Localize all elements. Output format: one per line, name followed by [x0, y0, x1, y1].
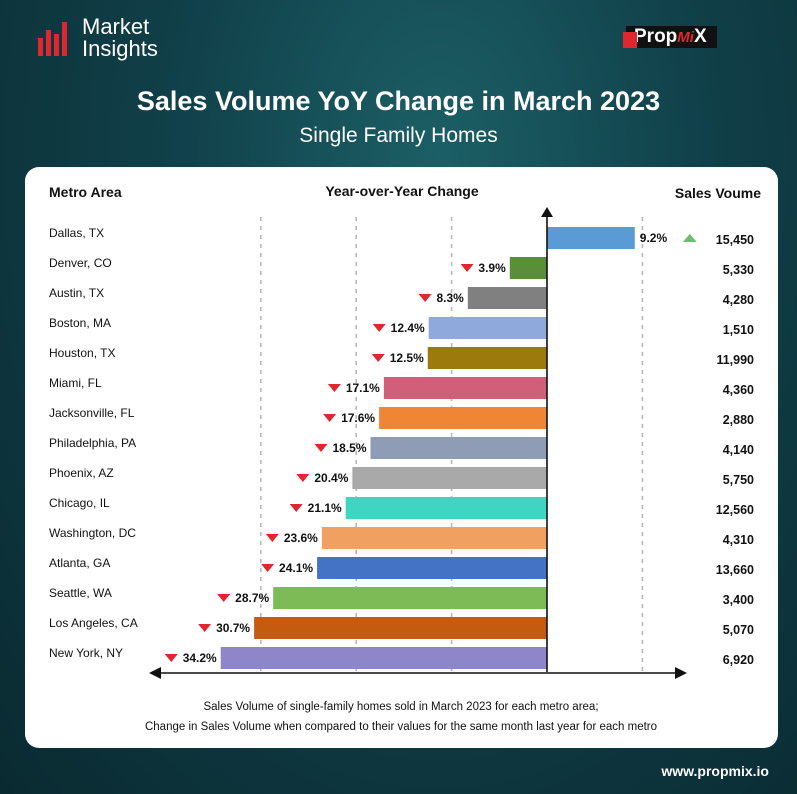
down-triangle-icon — [314, 444, 328, 452]
metro-label: Denver, CO — [49, 256, 112, 270]
metro-label: Houston, TX — [49, 346, 115, 360]
data-label: 24.1% — [279, 561, 313, 575]
axis-arrow-up-icon — [541, 207, 553, 217]
metro-label: Philadelphia, PA — [49, 436, 136, 450]
caption-line-1: Sales Volume of single-family homes sold… — [203, 701, 598, 713]
sales-volume-value: 4,280 — [723, 293, 754, 307]
bar — [352, 467, 547, 489]
data-label: 28.7% — [235, 591, 269, 605]
propmix-part-3: X — [693, 26, 707, 47]
metro-label: Miami, FL — [49, 376, 102, 390]
metro-label: Chicago, IL — [49, 496, 110, 510]
axis-arrow-right-icon — [675, 667, 687, 679]
yoy-bar-chart: Metro Area Year-over-Year Change Sales V… — [49, 183, 761, 733]
metro-label: Phoenix, AZ — [49, 466, 114, 480]
down-triangle-icon — [265, 534, 279, 542]
page-title: Sales Volume YoY Change in March 2023 — [136, 86, 661, 116]
data-label: 34.2% — [183, 651, 217, 665]
bar — [345, 497, 547, 519]
bar-chart-icon — [38, 22, 67, 56]
sales-volume-value: 4,360 — [723, 383, 754, 397]
bar — [321, 527, 547, 549]
propmix-part-2: Mi — [677, 29, 694, 46]
data-label: 18.5% — [332, 441, 366, 455]
metro-label: Seattle, WA — [49, 586, 112, 600]
bar — [383, 377, 547, 399]
down-triangle-icon — [327, 384, 341, 392]
bar — [273, 587, 547, 609]
header-sales-volume: Sales Voume — [675, 185, 761, 201]
propmix-logo: PropMiX — [623, 26, 717, 48]
metro-label: Los Angeles, CA — [49, 616, 138, 630]
bar — [370, 437, 547, 459]
data-label: 12.5% — [390, 351, 424, 365]
bar — [428, 317, 547, 339]
down-triangle-icon — [372, 324, 386, 332]
header-metro-area: Metro Area — [49, 184, 122, 200]
data-label: 12.4% — [391, 321, 425, 335]
data-label: 3.9% — [478, 261, 506, 275]
data-label: 17.1% — [346, 381, 380, 395]
propmix-wordmark: PropMiX — [626, 26, 717, 48]
data-label: 17.6% — [341, 411, 375, 425]
metro-label: Jacksonville, FL — [49, 406, 135, 420]
logo-accent — [623, 32, 637, 48]
data-label: 30.7% — [216, 621, 250, 635]
bar — [427, 347, 547, 369]
sales-volume-value: 3,400 — [723, 593, 754, 607]
propmix-part-1: Prop — [634, 26, 678, 47]
down-triangle-icon — [217, 594, 231, 602]
footer-url[interactable]: www.propmix.io — [661, 763, 769, 779]
metro-label: Atlanta, GA — [49, 556, 110, 570]
bar — [220, 647, 547, 669]
down-triangle-icon — [261, 564, 275, 572]
data-label: 20.4% — [314, 471, 348, 485]
up-triangle-icon — [682, 234, 697, 242]
header-yoy-change: Year-over-Year Change — [325, 183, 479, 199]
metro-label: Dallas, TX — [49, 226, 104, 240]
down-triangle-icon — [323, 414, 337, 422]
sales-volume-value: 6,920 — [723, 653, 754, 667]
bar — [509, 257, 547, 279]
page-subtitle: Single Family Homes — [299, 124, 498, 147]
sales-volume-value: 5,330 — [723, 263, 754, 277]
metro-label: New York, NY — [49, 646, 123, 660]
chart-card: Metro Area Year-over-Year Change Sales V… — [25, 167, 778, 748]
down-triangle-icon — [371, 354, 385, 362]
down-triangle-icon — [198, 624, 212, 632]
metro-label: Washington, DC — [49, 526, 136, 540]
sales-volume-value: 5,070 — [723, 623, 754, 637]
sales-volume-value: 5,750 — [723, 473, 754, 487]
brand-line-1: Market — [82, 14, 150, 39]
down-triangle-icon — [289, 504, 303, 512]
down-triangle-icon — [164, 654, 178, 662]
sales-volume-value: 11,990 — [716, 353, 754, 367]
sales-volume-value: 2,880 — [723, 413, 754, 427]
down-triangle-icon — [296, 474, 310, 482]
brand-line-2: Insights — [82, 36, 158, 61]
data-label: 23.6% — [284, 531, 318, 545]
metro-label: Boston, MA — [49, 316, 111, 330]
market-insights-logo: Market Insights — [36, 16, 158, 60]
axis-arrow-left-icon — [149, 667, 161, 679]
sales-volume-value: 4,310 — [723, 533, 754, 547]
sales-volume-value: 1,510 — [723, 323, 754, 337]
metro-label: Austin, TX — [49, 286, 104, 300]
down-triangle-icon — [460, 264, 474, 272]
sales-volume-value: 15,450 — [716, 233, 754, 247]
data-label: 21.1% — [308, 501, 342, 515]
bar — [379, 407, 547, 429]
bar — [317, 557, 547, 579]
bar — [547, 227, 635, 249]
caption-line-2: Change in Sales Volume when compared to … — [145, 721, 657, 733]
down-triangle-icon — [418, 294, 432, 302]
bar — [467, 287, 547, 309]
bar — [254, 617, 547, 639]
data-label: 9.2% — [640, 231, 668, 245]
sales-volume-value: 13,660 — [716, 563, 754, 577]
data-label: 8.3% — [436, 291, 464, 305]
sales-volume-value: 4,140 — [723, 443, 754, 457]
sales-volume-value: 12,560 — [716, 503, 754, 517]
